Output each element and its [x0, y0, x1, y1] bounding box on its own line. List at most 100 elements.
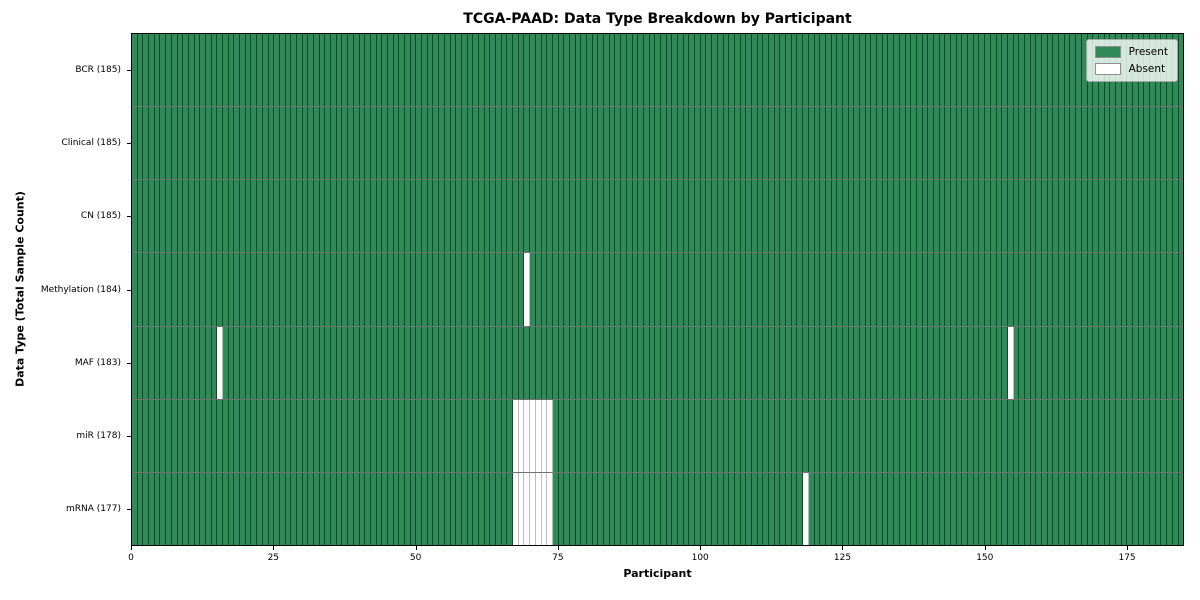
grid-cell	[769, 472, 775, 545]
grid-cell	[507, 107, 514, 180]
grid-cell	[894, 180, 900, 253]
grid-cell	[416, 326, 423, 399]
grid-cell	[951, 472, 957, 545]
grid-cell	[712, 107, 718, 180]
grid-cell	[569, 326, 576, 399]
grid-cell	[416, 34, 423, 107]
grid-cell	[615, 34, 622, 107]
grid-cell	[1121, 472, 1128, 545]
grid-cell	[672, 34, 678, 107]
grid-cell	[649, 34, 656, 107]
grid-cell	[848, 107, 855, 180]
grid-cell	[399, 180, 405, 253]
grid-cell	[740, 399, 747, 472]
grid-cell	[535, 253, 542, 326]
grid-cell	[325, 253, 332, 326]
grid-cell	[854, 472, 860, 545]
grid-cell	[285, 326, 292, 399]
grid-cell	[473, 107, 479, 180]
grid-cell	[803, 107, 809, 180]
grid-cell	[518, 472, 525, 545]
grid-cell	[268, 107, 275, 180]
grid-cell	[820, 180, 826, 253]
grid-cell	[1042, 34, 1048, 107]
grid-cell	[933, 107, 940, 180]
grid-row-miR	[132, 399, 1184, 473]
grid-cell	[393, 399, 400, 472]
grid-cell	[473, 253, 479, 326]
grid-cell	[695, 399, 701, 472]
grid-cell	[1076, 399, 1082, 472]
grid-cell	[433, 326, 440, 399]
grid-cell	[501, 107, 508, 180]
grid-cell	[501, 399, 508, 472]
grid-cell	[325, 399, 332, 472]
grid-cell	[985, 399, 991, 472]
grid-cell	[615, 326, 622, 399]
grid-cell	[274, 472, 280, 545]
grid-cell	[831, 253, 838, 326]
grid-cell	[990, 180, 997, 253]
grid-cell	[734, 107, 741, 180]
grid-cell	[899, 107, 906, 180]
grid-cell	[342, 107, 349, 180]
grid-cell	[996, 399, 1003, 472]
grid-cell	[581, 34, 587, 107]
grid-cell	[171, 34, 178, 107]
grid-cell	[217, 34, 223, 107]
grid-cell	[660, 253, 667, 326]
grid-cell	[769, 326, 775, 399]
grid-cell	[171, 326, 178, 399]
grid-cell	[1121, 253, 1128, 326]
grid-cell	[1002, 253, 1008, 326]
grid-cell	[803, 472, 809, 545]
grid-cell	[416, 399, 423, 472]
grid-cell	[587, 107, 593, 180]
grid-cell	[439, 472, 445, 545]
grid-cell	[535, 107, 542, 180]
x-tick-mark	[558, 546, 559, 550]
grid-cell	[262, 326, 269, 399]
grid-cell	[837, 34, 843, 107]
grid-cell	[837, 253, 843, 326]
grid-cell	[729, 107, 735, 180]
grid-cell	[973, 472, 980, 545]
grid-cell	[183, 326, 189, 399]
grid-cell	[780, 180, 787, 253]
grid-cell	[894, 399, 900, 472]
grid-cell	[1013, 107, 1020, 180]
grid-cell	[842, 253, 849, 326]
grid-cell	[786, 180, 792, 253]
grid-cell	[1024, 107, 1031, 180]
grid-cell	[911, 34, 917, 107]
grid-cell	[166, 34, 172, 107]
grid-cell	[598, 253, 605, 326]
grid-cell	[228, 253, 235, 326]
grid-cell	[217, 253, 223, 326]
grid-cell	[791, 180, 798, 253]
grid-cell	[723, 253, 730, 326]
grid-cell	[183, 399, 189, 472]
grid-cell	[484, 34, 491, 107]
grid-cell	[433, 399, 440, 472]
grid-cell	[439, 180, 445, 253]
grid-cell	[621, 472, 627, 545]
grid-cell	[319, 180, 326, 253]
grid-cell	[251, 107, 258, 180]
grid-cell	[257, 180, 263, 253]
grid-cell	[200, 472, 206, 545]
y-tick-label-MAF: MAF (183)	[74, 357, 121, 368]
grid-cell	[279, 253, 286, 326]
grid-cell	[530, 107, 536, 180]
grid-cell	[723, 472, 730, 545]
grid-cell	[547, 472, 553, 545]
grid-cell	[365, 180, 371, 253]
grid-cell	[751, 34, 758, 107]
grid-cell	[683, 253, 690, 326]
grid-cell	[831, 107, 838, 180]
grid-cell	[302, 34, 309, 107]
grid-cell	[939, 472, 946, 545]
grid-cell	[581, 326, 587, 399]
grid-cell	[507, 180, 514, 253]
grid-cell	[143, 253, 150, 326]
